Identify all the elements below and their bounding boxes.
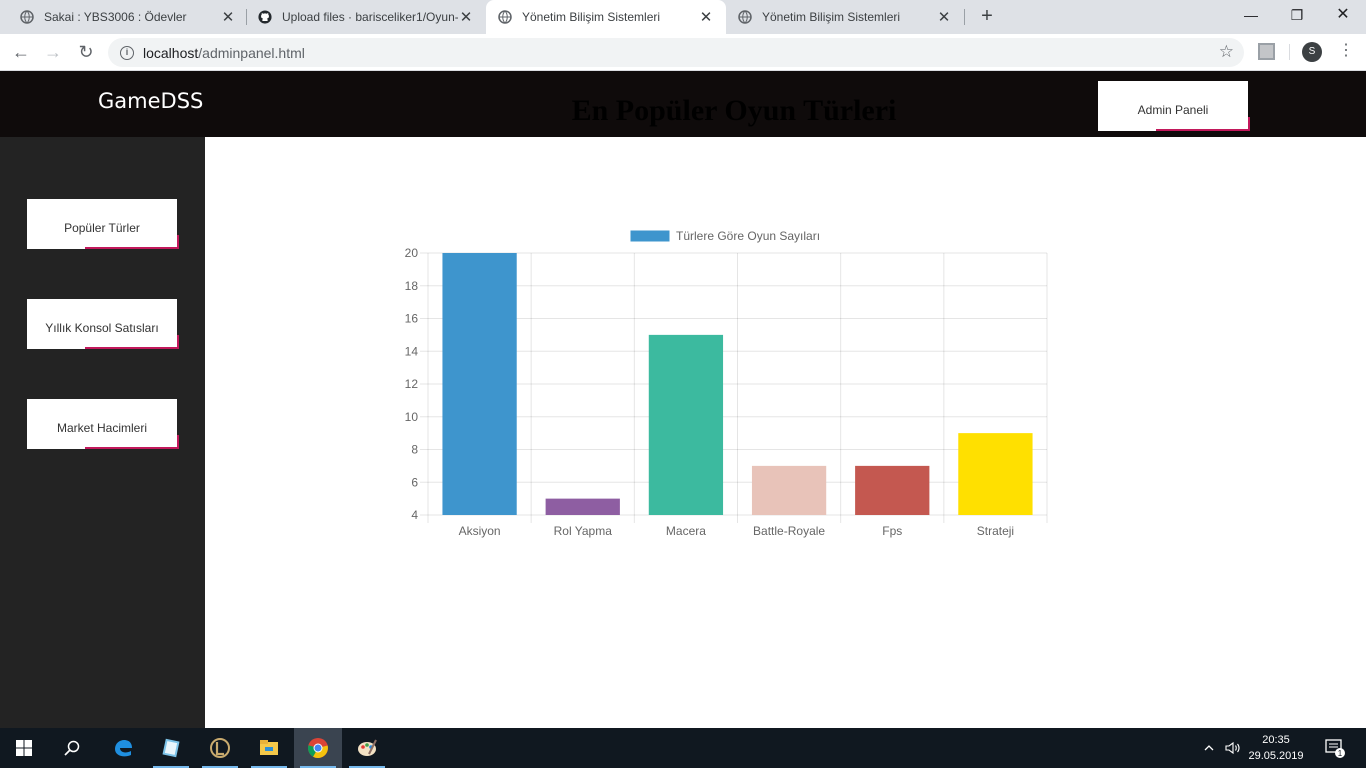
x-tick-label: Rol Yapma [554,524,613,538]
close-tab-icon[interactable]: ✕ [221,9,235,26]
close-tab-icon[interactable]: ✕ [699,9,713,26]
browser-toolbar: ← → ↻ i localhost/adminpanel.html ☆ [0,34,1366,71]
close-tab-icon[interactable]: ✕ [459,9,473,26]
speaker-icon[interactable] [1225,728,1241,768]
tab-title: Yönetim Bilişim Sistemleri [762,10,901,24]
y-tick-label: 18 [405,279,419,293]
paint-app-icon[interactable] [343,728,391,768]
page-title: En Popüler Oyun Türleri [571,94,897,127]
extension-icon[interactable] [1258,43,1275,60]
tab-title: Upload files · barisceliker1/Oyun- [282,10,458,24]
clock-date: 29.05.2019 [1248,750,1304,762]
y-tick-label: 20 [405,246,419,260]
y-tick-label: 10 [405,410,419,424]
tab-separator [964,9,965,25]
bar[interactable] [545,498,620,515]
league-of-legends-icon[interactable] [196,728,244,768]
y-tick-label: 12 [405,377,419,391]
page-content: GameDSS Admin Paneli Popüler Türler Yıll… [0,71,1366,728]
chrome-browser-icon[interactable] [294,728,342,768]
system-clock[interactable]: 20:35 29.05.2019 [1244,732,1308,764]
tab-separator [246,9,247,25]
x-tick-label: Battle-Royale [753,524,825,538]
browser-tab-active[interactable]: Yönetim Bilişim Sistemleri ✕ [486,0,726,34]
github-icon [258,10,272,24]
restore-button[interactable]: ❐ [1290,7,1304,23]
windows-start-icon[interactable] [0,728,48,768]
bar[interactable] [648,334,724,515]
browser-tab-bar: Sakai : YBS3006 : Ödevler ✕ Upload files… [0,0,1366,34]
toolbar-separator [1289,44,1290,60]
browser-tab[interactable]: Sakai : YBS3006 : Ödevler ✕ [0,0,248,34]
url-host: localhost [143,44,199,61]
site-header: GameDSS Admin Paneli [0,71,1366,137]
legend-label: Türlere Göre Oyun Sayıları [676,229,820,243]
back-arrow-icon[interactable]: ← [12,42,30,62]
url-path: /adminpanel.html [198,44,305,61]
bookmark-star-icon[interactable]: ☆ [1218,42,1234,61]
menu-dots-icon[interactable]: ⋮ [1338,42,1354,59]
info-icon[interactable]: i [120,45,134,60]
file-explorer-icon[interactable] [245,728,293,768]
windows-taskbar: 20:35 29.05.2019 1 [0,728,1366,768]
globe-icon [498,10,512,24]
x-tick-label: Macera [666,524,706,538]
x-tick-label: Strateji [977,524,1014,538]
globe-icon [738,10,752,24]
close-window-button[interactable]: ✕ [1336,6,1350,23]
chart-grid [420,252,1048,523]
profile-avatar[interactable]: S [1302,42,1322,62]
edge-browser-icon[interactable] [99,728,147,768]
globe-icon [20,10,34,24]
legend-swatch [629,229,671,243]
bar[interactable] [442,253,517,515]
y-tick-label: 16 [405,312,419,326]
chart-legend[interactable]: Türlere Göre Oyun Sayıları [629,229,820,243]
bar[interactable] [751,465,827,515]
bar[interactable] [958,433,1033,515]
minimize-button[interactable]: — [1244,7,1258,23]
y-tick-label: 14 [405,344,419,358]
y-axis-ticks: 4 6 8 10 12 14 16 18 20 [405,246,419,522]
sidebar-item-console-sales[interactable]: Yıllık Konsol Satısları [27,299,179,349]
notification-count: 1 [1338,749,1343,758]
search-icon[interactable] [48,728,96,768]
sidebar-item-popular-genres[interactable]: Popüler Türler [27,199,179,249]
close-tab-icon[interactable]: ✕ [937,9,951,26]
y-tick-label: 6 [411,475,418,489]
y-tick-label: 8 [411,443,418,457]
forward-arrow-icon[interactable]: → [44,42,62,62]
bar-chart: Türlere Göre Oyun Sayıları 4 6 8 10 12 14 16 18… [405,229,1048,538]
tab-title: Sakai : YBS3006 : Ödevler [44,10,187,24]
show-hidden-icons-chevron-icon[interactable] [1203,728,1215,768]
bar[interactable] [855,465,930,515]
chart-bars [442,253,1033,515]
browser-tab[interactable]: Yönetim Bilişim Sistemleri ✕ [726,0,964,34]
y-tick-label: 4 [411,508,418,522]
x-tick-label: Fps [882,524,902,538]
browser-tab[interactable]: Upload files · barisceliker1/Oyun- ✕ [248,0,486,34]
address-bar[interactable]: i localhost/adminpanel.html ☆ [108,38,1244,67]
sidebar-item-market-volumes[interactable]: Market Hacimleri [27,399,179,449]
clock-time: 20:35 [1262,734,1290,746]
reload-icon[interactable]: ↻ [78,42,94,62]
sidebar: Popüler Türler Yıllık Konsol Satısları M… [0,137,205,728]
brand-logo[interactable]: GameDSS [98,89,204,113]
notepad-app-icon[interactable] [147,728,195,768]
notification-center-icon[interactable]: 1 [1324,728,1346,768]
tab-title: Yönetim Bilişim Sistemleri [522,10,661,24]
new-tab-button[interactable]: + [981,5,993,27]
x-tick-label: Aksiyon [459,524,501,538]
admin-panel-button[interactable]: Admin Paneli [1098,81,1250,131]
x-axis-ticks: Aksiyon Rol Yapma Macera Battle-Royale Fps St… [459,524,1015,538]
